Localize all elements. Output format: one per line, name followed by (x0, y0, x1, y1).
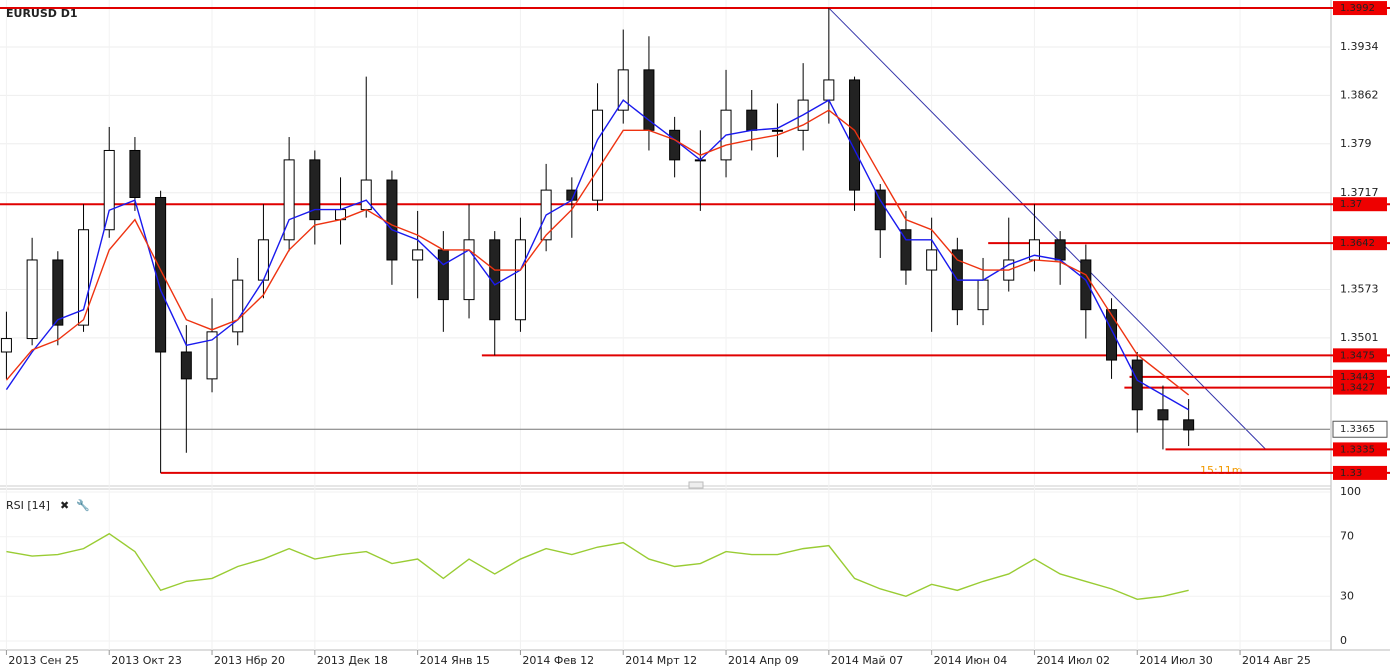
candle-body (1131, 359, 1143, 411)
level-label: 1.3335 (1340, 444, 1375, 455)
y-tick-label: 1.379 (1340, 137, 1372, 150)
candle-body (849, 79, 861, 191)
level-box (1333, 465, 1387, 480)
x-tick-label: 2014 Июл 30 (1139, 654, 1213, 667)
y-tick-label: 70 (1340, 530, 1354, 543)
candle-body (257, 239, 269, 281)
candle-body (643, 69, 655, 131)
candle-body (592, 109, 604, 201)
level-box (1333, 197, 1387, 212)
candle-body (412, 249, 424, 261)
current-price-box (1332, 420, 1388, 438)
candle-body (78, 229, 90, 326)
x-tick-label: 2014 Май 07 (831, 654, 903, 667)
candle-body (926, 249, 938, 271)
x-tick-label: 2014 Июн 04 (934, 654, 1008, 667)
candle-body (514, 239, 526, 321)
x-tick-label: 2014 Фев 12 (522, 654, 594, 667)
x-tick-label: 2013 Дек 18 (317, 654, 388, 667)
candle-body (771, 129, 783, 132)
level-label: 1.3992 (1340, 3, 1375, 14)
level-box (1333, 1, 1387, 16)
level-box (1333, 442, 1387, 457)
x-tick-label: 2014 Апр 09 (728, 654, 799, 667)
candle-body (463, 239, 475, 301)
candle-body (52, 259, 64, 326)
y-tick-label: 30 (1340, 589, 1354, 602)
candle-body (900, 229, 912, 271)
candle-body (283, 159, 295, 241)
timer: 15:11m (1200, 464, 1242, 477)
candle-body (669, 129, 681, 161)
y-tick-label: 1.3934 (1340, 40, 1379, 53)
x-tick-label: 2014 Июл 02 (1036, 654, 1110, 667)
candle-body (823, 79, 835, 101)
level-box (1333, 236, 1387, 251)
moving-average (5, 99, 1189, 411)
x-tick-label: 2014 Янв 15 (420, 654, 490, 667)
y-tick-label: 100 (1340, 485, 1361, 498)
level-label: 1.3475 (1340, 350, 1375, 361)
candle-body (437, 249, 449, 301)
candle-body (26, 259, 38, 340)
y-tick-label: 1.3501 (1340, 331, 1379, 344)
candle-body (129, 149, 141, 198)
close-icon[interactable]: ✖ (60, 499, 69, 512)
candle-body (977, 279, 989, 311)
candle-body (206, 331, 218, 380)
candle-body (180, 351, 192, 380)
candle-body (386, 179, 398, 261)
candle-body (1106, 309, 1118, 361)
candle-body (309, 159, 321, 221)
candle-body (1054, 239, 1066, 261)
level-label: 1.33 (1340, 468, 1362, 479)
x-tick-label: 2013 Окт 23 (111, 654, 182, 667)
level-label: 1.3642 (1340, 238, 1375, 249)
candle-body (0, 338, 12, 353)
level-label: 1.3443 (1340, 372, 1375, 383)
x-tick-label: 2014 Авг 25 (1242, 654, 1311, 667)
rsi-title: RSI [14] (6, 499, 50, 512)
y-tick-label: 1.3862 (1340, 88, 1379, 101)
level-box (1333, 380, 1387, 395)
candle-body (746, 109, 758, 131)
x-tick-label: 2013 Сен 25 (8, 654, 79, 667)
candle-body (874, 189, 886, 231)
candle-body (1157, 409, 1169, 421)
x-tick-label: 2013 Нбр 20 (214, 654, 285, 667)
candle-body (155, 196, 167, 353)
current-price-label: 1.3365 (1340, 424, 1375, 435)
x-tick-label: 2014 Мрт 12 (625, 654, 697, 667)
y-tick-label: 1.3717 (1340, 186, 1379, 199)
candle-body (103, 149, 115, 231)
level-label: 1.37 (1340, 199, 1362, 210)
rsi-line (6, 532, 1189, 600)
candle-body (1183, 419, 1195, 431)
level-box (1333, 369, 1387, 384)
moving-average (5, 109, 1190, 396)
pane-grip[interactable] (688, 481, 704, 489)
candle-body (232, 279, 244, 333)
chart-title: EURUSD D1 (6, 7, 78, 20)
settings-icon[interactable]: 🔧 (76, 498, 90, 512)
level-box (1333, 348, 1387, 363)
y-tick-label: 1.3573 (1340, 283, 1379, 296)
candle-body (617, 69, 629, 111)
candle-body (1080, 259, 1092, 311)
trendline (828, 7, 1267, 450)
y-tick-label: 0 (1340, 634, 1347, 647)
level-label: 1.3427 (1340, 383, 1375, 394)
candle-body (489, 239, 501, 321)
